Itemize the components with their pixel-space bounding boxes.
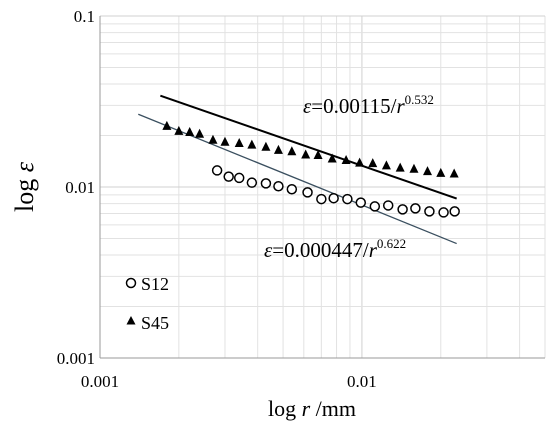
s45-marker bbox=[381, 160, 391, 170]
s12-marker bbox=[302, 187, 313, 198]
s45-marker bbox=[174, 125, 184, 135]
s12-fit-equation: ε=0.000447/r0.622 bbox=[264, 236, 406, 262]
tick-labels: 0.001 0.01 0.1 0.001 0.01 bbox=[57, 7, 377, 391]
s12-marker bbox=[355, 197, 367, 208]
s45-marker bbox=[261, 141, 271, 151]
y-axis-title: log ε bbox=[10, 161, 39, 212]
s12-marker bbox=[211, 165, 223, 176]
s45-marker bbox=[313, 149, 323, 159]
grid bbox=[99, 15, 546, 359]
s12-marker bbox=[449, 206, 460, 217]
s45-marker bbox=[436, 167, 446, 177]
s12-marker bbox=[369, 201, 381, 212]
s12-marker bbox=[397, 204, 408, 215]
x-axis-title: log r /mm bbox=[268, 396, 356, 421]
s45-marker bbox=[327, 153, 337, 163]
s45-marker bbox=[195, 128, 205, 138]
s45-marker bbox=[395, 162, 405, 172]
s45-marker bbox=[208, 134, 218, 144]
s45-fit-line bbox=[160, 94, 457, 200]
s45-marker bbox=[273, 144, 283, 154]
y-tick-label: 0.01 bbox=[65, 178, 95, 197]
y-tick-label: 0.1 bbox=[74, 7, 95, 26]
s45-marker bbox=[220, 136, 230, 146]
s12-marker bbox=[438, 207, 449, 218]
axes bbox=[99, 16, 545, 359]
s12-marker bbox=[410, 203, 421, 214]
legend-label-s12: S12 bbox=[141, 274, 169, 294]
s12-fit-line bbox=[138, 113, 457, 245]
s12-marker bbox=[260, 178, 272, 189]
s12-marker bbox=[233, 172, 245, 184]
s45-marker bbox=[162, 120, 172, 130]
s12-marker bbox=[424, 206, 435, 217]
fit-lines bbox=[138, 94, 457, 245]
s45-marker bbox=[355, 157, 365, 167]
s45-marker bbox=[341, 154, 351, 164]
s12-marker bbox=[273, 181, 284, 192]
s12-marker bbox=[246, 177, 258, 188]
s45-marker bbox=[423, 166, 433, 176]
x-tick-label: 0.01 bbox=[347, 372, 377, 391]
data-markers bbox=[162, 120, 460, 218]
legend-label-s45: S45 bbox=[141, 313, 169, 333]
s12-marker bbox=[342, 193, 353, 205]
s45-marker bbox=[368, 158, 378, 168]
s45-marker bbox=[234, 137, 244, 147]
legend: S12 S45 bbox=[125, 274, 169, 333]
y-tick-label: 0.001 bbox=[57, 349, 95, 368]
s12-marker bbox=[328, 192, 339, 204]
s45-marker bbox=[301, 149, 311, 159]
s45-marker bbox=[247, 139, 257, 149]
s45-marker bbox=[449, 168, 459, 178]
s45-marker bbox=[409, 163, 419, 173]
s12-marker bbox=[286, 184, 298, 195]
s12-marker bbox=[223, 171, 234, 182]
s12-marker bbox=[382, 200, 394, 211]
s45-marker bbox=[287, 146, 297, 156]
legend-marker-s45 bbox=[126, 316, 136, 325]
legend-marker-s12 bbox=[125, 277, 137, 289]
s45-marker bbox=[185, 126, 195, 136]
s45-fit-equation: ε=0.00115/r0.532 bbox=[303, 92, 434, 118]
x-tick-label: 0.001 bbox=[81, 372, 119, 391]
s12-marker bbox=[316, 193, 327, 205]
